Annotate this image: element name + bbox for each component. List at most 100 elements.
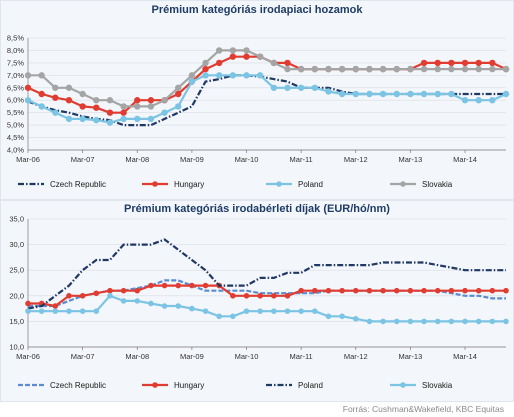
data-point (407, 90, 414, 98)
y-tick-label: 5,5% (7, 108, 24, 117)
data-point (147, 103, 155, 110)
data-point (311, 65, 318, 73)
data-point (175, 282, 182, 289)
y-tick-label: 10,0 (9, 343, 24, 352)
data-point (338, 65, 346, 73)
data-point (38, 72, 45, 79)
x-tick-label: Mar-06 (16, 352, 40, 361)
data-point (379, 90, 387, 98)
legend-marker (400, 382, 406, 388)
series-poland (27, 238, 506, 310)
data-point (434, 318, 441, 325)
data-point (312, 287, 318, 294)
data-point (24, 97, 32, 104)
y-tick-label: 15,0 (9, 317, 24, 326)
y-tick-label: 4,0% (7, 146, 24, 155)
data-point (448, 59, 455, 67)
data-point (93, 290, 100, 297)
data-point (420, 59, 428, 67)
series-line (28, 294, 506, 323)
y-tick-label: 7,5% (7, 58, 24, 67)
data-point (134, 103, 141, 110)
legend-label-hungary: Hungary (174, 180, 204, 189)
data-point (161, 109, 168, 116)
data-point (188, 78, 196, 85)
data-point (503, 318, 509, 325)
data-point (243, 293, 250, 299)
data-point (120, 298, 127, 304)
x-tick-label: Mar-12 (344, 352, 368, 361)
data-point (393, 90, 400, 98)
data-point (38, 308, 45, 314)
data-point (312, 308, 318, 314)
data-point (338, 90, 346, 98)
x-tick-label: Mar-08 (125, 155, 149, 164)
x-tick-label: Mar-09 (180, 155, 204, 164)
data-point (366, 287, 373, 294)
data-point (106, 109, 114, 116)
data-point (298, 308, 304, 314)
chart-title-rents: Prémium kategóriás irodabérleti díjak (E… (124, 203, 390, 215)
data-point (448, 90, 455, 98)
x-tick-label: Mar-07 (71, 155, 95, 164)
data-point (475, 59, 482, 67)
series-line (27, 238, 506, 310)
legend-label-hungary: Hungary (174, 381, 204, 390)
data-point (448, 318, 455, 325)
data-point (202, 65, 209, 73)
data-point (134, 287, 141, 294)
data-point (475, 287, 482, 294)
data-point (407, 318, 414, 325)
y-tick-label: 4,5% (7, 133, 24, 142)
data-point (420, 65, 428, 73)
x-tick-label: Mar-09 (180, 352, 204, 361)
y-tick-label: 20,0 (9, 291, 24, 300)
data-point (188, 72, 196, 79)
data-point (270, 84, 278, 91)
data-point (134, 97, 141, 104)
x-tick-label: Mar-12 (344, 155, 368, 164)
data-point (434, 65, 441, 73)
data-point (229, 47, 237, 54)
data-point (489, 318, 496, 325)
data-point (161, 97, 168, 104)
data-point (325, 88, 332, 95)
chart-title-yields: Prémium kategóriás irodapiaci hozamok (151, 4, 363, 16)
x-tick-label: Mar-07 (71, 352, 95, 361)
data-point (284, 65, 291, 73)
data-point (148, 282, 154, 289)
legend-label-slovakia: Slovakia (422, 180, 453, 189)
data-point (393, 287, 400, 294)
data-point (202, 59, 209, 67)
data-point (79, 308, 86, 314)
data-point (52, 94, 59, 101)
data-point (393, 65, 400, 73)
data-point (120, 103, 127, 110)
data-point (475, 97, 482, 104)
data-point (134, 298, 141, 304)
data-point (106, 119, 114, 126)
y-tick-label: 7,0% (7, 71, 24, 80)
data-point (79, 115, 86, 123)
data-point (489, 287, 496, 294)
data-point (311, 84, 318, 91)
data-point (461, 65, 469, 73)
y-tick-label: 8,5% (7, 34, 24, 43)
data-point (325, 313, 332, 320)
data-point (107, 287, 113, 294)
data-point (461, 97, 469, 104)
data-point (489, 65, 496, 73)
data-point (284, 84, 291, 91)
y-tick-label: 25,0 (9, 266, 24, 275)
data-point (284, 59, 291, 67)
data-point (202, 72, 209, 79)
data-point (325, 287, 332, 294)
data-point (229, 53, 237, 60)
x-tick-label: Mar-08 (125, 352, 149, 361)
data-point (462, 318, 468, 325)
series-slovakia (24, 47, 510, 110)
data-point (243, 47, 250, 54)
data-point (120, 109, 127, 116)
data-point (202, 282, 209, 289)
data-point (202, 308, 209, 314)
